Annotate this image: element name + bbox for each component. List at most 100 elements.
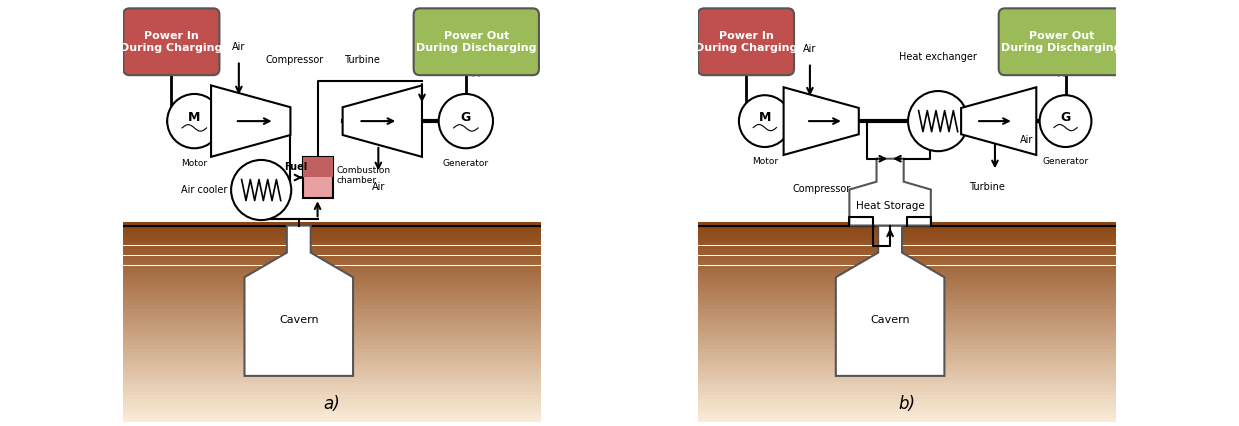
Bar xyxy=(698,382,1115,385)
Bar xyxy=(698,305,1115,309)
Bar xyxy=(124,232,541,236)
Bar xyxy=(124,312,541,315)
Bar xyxy=(124,375,541,379)
Bar xyxy=(124,355,541,359)
Bar xyxy=(124,249,541,252)
Text: Air: Air xyxy=(1020,135,1033,145)
Text: Compressor: Compressor xyxy=(265,55,323,65)
Bar xyxy=(698,355,1115,359)
Bar xyxy=(124,415,541,418)
Bar xyxy=(698,276,1115,279)
Bar xyxy=(698,352,1115,355)
Bar xyxy=(124,359,541,362)
Text: Turbine: Turbine xyxy=(969,181,1005,192)
Bar xyxy=(698,279,1115,282)
Bar xyxy=(698,415,1115,418)
Bar xyxy=(698,372,1115,375)
Text: Power In
During Charging: Power In During Charging xyxy=(695,31,797,52)
Bar xyxy=(698,272,1115,276)
Text: Generator: Generator xyxy=(1042,158,1089,167)
Text: Cavern: Cavern xyxy=(870,315,909,325)
Bar xyxy=(698,349,1115,352)
FancyBboxPatch shape xyxy=(302,157,332,199)
Bar xyxy=(124,342,541,345)
Bar xyxy=(698,315,1115,319)
Text: Combustion
chamber: Combustion chamber xyxy=(337,166,390,185)
Text: Turbine: Turbine xyxy=(344,55,380,65)
Bar xyxy=(698,325,1115,329)
Bar xyxy=(124,299,541,302)
Bar xyxy=(698,292,1115,295)
Text: Fuel: Fuel xyxy=(284,162,307,172)
Bar xyxy=(124,392,541,395)
Bar xyxy=(124,368,541,372)
Text: Generator: Generator xyxy=(442,159,489,168)
Bar xyxy=(698,262,1115,265)
Bar xyxy=(698,242,1115,245)
Bar xyxy=(698,226,1115,229)
Bar xyxy=(698,345,1115,348)
Bar xyxy=(698,282,1115,285)
Bar xyxy=(124,322,541,325)
Bar xyxy=(124,315,541,319)
Bar xyxy=(698,375,1115,379)
Bar xyxy=(698,329,1115,332)
Bar xyxy=(124,302,541,305)
Bar xyxy=(124,229,541,232)
Bar xyxy=(124,362,541,365)
Bar xyxy=(698,245,1115,249)
Bar xyxy=(124,296,541,299)
Bar xyxy=(698,302,1115,305)
Bar xyxy=(124,409,541,412)
Bar xyxy=(698,342,1115,345)
Bar xyxy=(124,319,541,322)
Polygon shape xyxy=(850,159,930,225)
Text: Air cooler: Air cooler xyxy=(181,185,227,195)
Bar xyxy=(124,259,541,262)
Circle shape xyxy=(908,91,968,151)
Circle shape xyxy=(232,160,291,220)
Bar xyxy=(124,335,541,339)
Bar xyxy=(698,229,1115,232)
Bar xyxy=(124,239,541,242)
Circle shape xyxy=(1040,95,1092,147)
Circle shape xyxy=(167,94,222,148)
Bar xyxy=(698,222,1115,225)
FancyBboxPatch shape xyxy=(414,9,539,75)
Bar xyxy=(124,272,541,276)
Bar xyxy=(124,269,541,272)
Bar xyxy=(124,399,541,402)
Bar xyxy=(698,392,1115,395)
Bar xyxy=(124,222,541,225)
Text: a): a) xyxy=(323,395,341,414)
Bar xyxy=(698,236,1115,239)
Text: G: G xyxy=(461,110,471,124)
Bar xyxy=(124,245,541,249)
Bar xyxy=(698,379,1115,382)
Bar xyxy=(698,332,1115,335)
Text: Compressor: Compressor xyxy=(792,184,850,194)
Bar xyxy=(698,285,1115,289)
Text: Power Out
During Discharging: Power Out During Discharging xyxy=(1001,31,1121,52)
Bar xyxy=(124,279,541,282)
Bar xyxy=(124,339,541,342)
Bar xyxy=(124,285,541,289)
Bar xyxy=(698,259,1115,262)
Polygon shape xyxy=(244,225,353,376)
Text: M: M xyxy=(188,110,201,124)
Polygon shape xyxy=(783,87,859,155)
Bar xyxy=(698,362,1115,365)
Bar xyxy=(698,289,1115,292)
Bar xyxy=(124,256,541,259)
Bar xyxy=(698,399,1115,402)
Bar xyxy=(698,409,1115,412)
Bar xyxy=(698,322,1115,325)
Bar xyxy=(698,366,1115,368)
Text: Power Out
During Discharging: Power Out During Discharging xyxy=(416,31,536,52)
Bar xyxy=(124,349,541,352)
Text: Air: Air xyxy=(803,44,817,54)
Bar xyxy=(124,236,541,239)
FancyBboxPatch shape xyxy=(999,9,1124,75)
Bar xyxy=(124,372,541,375)
Bar xyxy=(698,335,1115,339)
